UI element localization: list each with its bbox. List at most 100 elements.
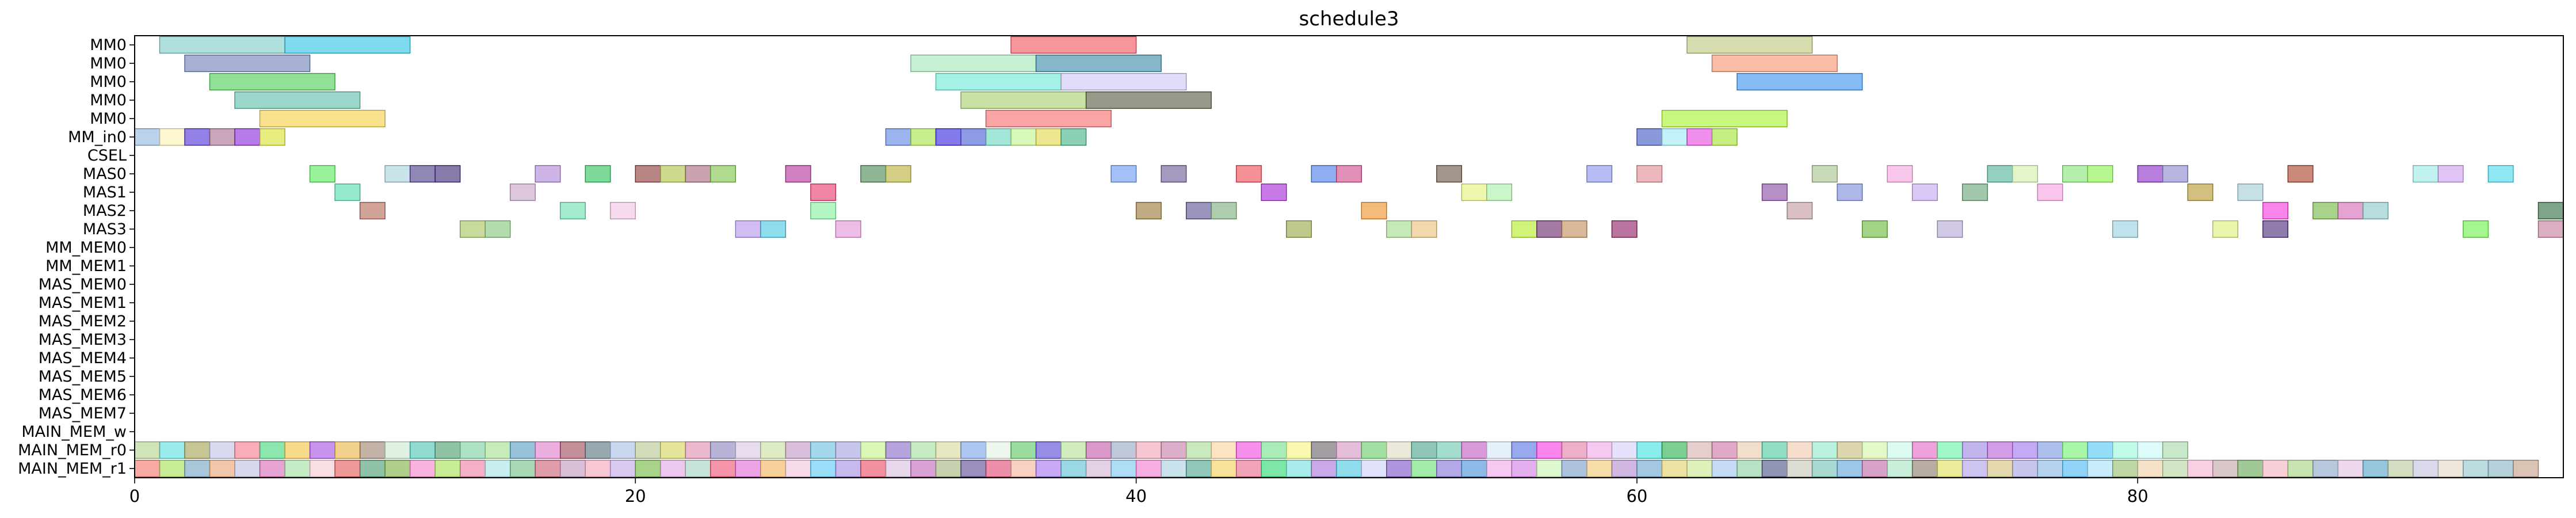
task-bar <box>1035 128 1062 146</box>
memory-bar <box>1586 459 1613 478</box>
task-bar <box>635 165 661 183</box>
task-bar <box>710 165 736 183</box>
task-bar <box>2537 220 2564 238</box>
task-bar <box>2537 201 2564 220</box>
memory-bar <box>1361 441 1387 459</box>
memory-bar <box>409 459 436 478</box>
memory-bar <box>685 441 711 459</box>
task-bar <box>359 201 386 220</box>
task-bar <box>1436 165 1463 183</box>
memory-bar <box>434 441 461 459</box>
task-bar <box>1911 183 1938 201</box>
memory-bar <box>1161 459 1187 478</box>
memory-bar <box>2413 459 2439 478</box>
y-tick-label: MAS_MEM1 <box>39 294 127 312</box>
memory-bar <box>1961 459 1988 478</box>
memory-bar <box>1135 459 1162 478</box>
memory-bar <box>484 441 511 459</box>
memory-bar <box>184 459 211 478</box>
memory-bar <box>1511 459 1537 478</box>
memory-bar <box>835 459 861 478</box>
task-bar <box>1686 36 1813 54</box>
task-bar <box>1961 183 1988 201</box>
memory-bar <box>2087 441 2113 459</box>
task-bar <box>234 128 261 146</box>
memory-bar <box>1411 459 1437 478</box>
task-bar <box>685 165 711 183</box>
memory-bar <box>1911 441 1938 459</box>
memory-bar <box>1987 459 2013 478</box>
memory-bar <box>1737 459 1763 478</box>
task-bar <box>1185 201 1212 220</box>
plot-frame <box>134 35 2564 478</box>
task-bar <box>309 165 335 183</box>
memory-bar <box>1987 441 2013 459</box>
memory-bar <box>2513 459 2539 478</box>
memory-bar <box>234 441 261 459</box>
task-bar <box>259 128 285 146</box>
memory-bar <box>2463 459 2489 478</box>
y-tick-label: MM0 <box>90 92 127 109</box>
memory-bar <box>2162 441 2188 459</box>
memory-bar <box>910 441 937 459</box>
memory-bar <box>2337 459 2364 478</box>
memory-bar <box>284 459 311 478</box>
memory-bar <box>2037 459 2063 478</box>
task-bar <box>910 128 937 146</box>
task-bar <box>2413 165 2439 183</box>
task-bar <box>1711 54 1838 73</box>
memory-bar <box>510 459 536 478</box>
task-bar <box>1286 220 1312 238</box>
memory-bar <box>1060 441 1087 459</box>
task-bar <box>1010 128 1037 146</box>
task-bar <box>1261 183 1287 201</box>
task-bar <box>1161 165 1187 183</box>
task-bar <box>1636 128 1663 146</box>
chart-title: schedule3 <box>1299 7 1399 31</box>
memory-bar <box>384 459 411 478</box>
memory-bar <box>1085 459 1112 478</box>
y-tick-label: MAS_MEM0 <box>39 276 127 294</box>
task-bar <box>885 165 911 183</box>
task-bar <box>384 165 411 183</box>
task-bar <box>1511 220 1537 238</box>
memory-bar <box>660 459 686 478</box>
memory-bar <box>1761 459 1788 478</box>
task-bar <box>1787 201 1813 220</box>
memory-bar <box>1787 441 1813 459</box>
y-tick-label: MAS_MEM5 <box>39 368 127 386</box>
task-bar <box>2062 165 2088 183</box>
task-bar <box>1386 220 1412 238</box>
task-bar <box>860 165 887 183</box>
memory-bar <box>1436 459 1463 478</box>
y-axis-labels: MM0MM0MM0MM0MM0MM_in0CSELMAS0MAS1MAS2MAS… <box>18 36 135 478</box>
memory-bar <box>610 441 636 459</box>
memory-bar <box>560 459 586 478</box>
memory-bar <box>2287 459 2314 478</box>
memory-bar <box>409 441 436 459</box>
memory-bar <box>1536 459 1563 478</box>
x-tick-label: 60 <box>1626 486 1647 506</box>
task-bar <box>184 54 311 73</box>
task-bar <box>1661 128 1688 146</box>
x-axis: 0 20 40 60 80 <box>129 478 2148 506</box>
y-tick-label: MAS2 <box>83 202 127 220</box>
task-bar <box>935 73 1062 91</box>
memory-bar <box>1486 459 1513 478</box>
task-bar <box>259 109 386 128</box>
task-bar <box>1636 165 1663 183</box>
task-bar <box>1536 220 1563 238</box>
y-tick-label: MM_in0 <box>68 128 127 146</box>
task-bar <box>735 220 761 238</box>
memory-bar <box>2363 459 2389 478</box>
task-bar <box>960 128 987 146</box>
task-bar <box>1586 165 1613 183</box>
task-bar <box>1110 165 1137 183</box>
memory-bar <box>2312 459 2339 478</box>
memory-bar <box>710 459 736 478</box>
y-tick-label: MAIN_MEM_r1 <box>18 460 127 478</box>
memory-bar <box>1661 441 1688 459</box>
memory-bar <box>1686 459 1713 478</box>
memory-bar <box>1436 441 1463 459</box>
